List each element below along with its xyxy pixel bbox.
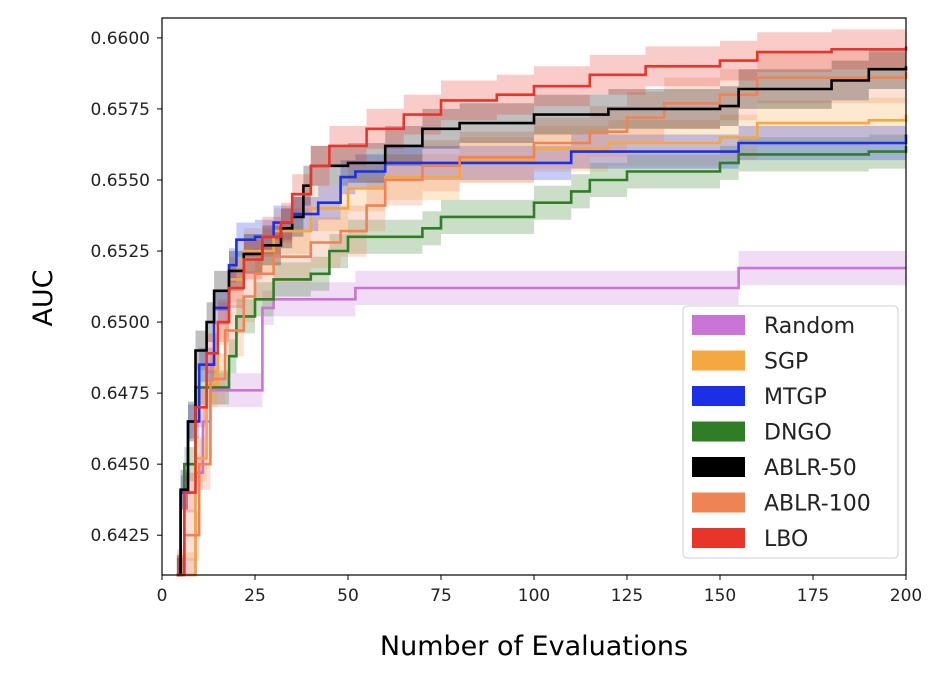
- x-tick-label: 75: [430, 586, 452, 606]
- x-tick-label: 150: [704, 586, 736, 606]
- x-tick-label: 100: [518, 586, 550, 606]
- y-tick-label: 0.6525: [91, 242, 150, 262]
- legend-swatch-sgp: [692, 350, 745, 371]
- x-tick-label: 125: [611, 586, 643, 606]
- legend-swatch-ablr-100: [692, 492, 745, 513]
- y-tick-label: 0.6425: [91, 526, 150, 546]
- series-lines: [176, 46, 908, 577]
- y-axis-ticks: 0.6425 0.6450 0.6475 0.6500 0.6525 0.6550 0.65…: [91, 29, 162, 546]
- y-tick-label: 0.6600: [91, 29, 150, 49]
- band-dngo: [176, 128, 906, 576]
- legend-label-sgp: SGP: [764, 350, 808, 375]
- legend-label-ablr-50: ABLR-50: [764, 456, 857, 481]
- legend-label-random: Random: [764, 314, 855, 339]
- band-ablr-100: [176, 46, 906, 575]
- legend-label-lbo: LBO: [764, 527, 808, 552]
- legend: Random SGP MTGP DNGO ABLR-50 ABLR-100 LBO: [682, 305, 899, 559]
- x-tick-label: 0: [157, 586, 168, 606]
- band-sgp: [176, 91, 906, 576]
- legend-label-mtgp: MTGP: [764, 385, 827, 410]
- line-sgp: [176, 114, 908, 577]
- legend-swatch-ablr-50: [692, 457, 745, 477]
- legend-swatch-dngo: [692, 421, 745, 442]
- legend-swatch-mtgp: [692, 386, 745, 406]
- band-random: [176, 251, 906, 575]
- x-tick-label: 25: [244, 586, 266, 606]
- x-tick-label: 50: [337, 586, 359, 606]
- y-tick-label: 0.6500: [91, 313, 150, 333]
- line-ablr-100: [176, 72, 908, 577]
- x-axis-ticks: 0 25 50 75 100 125 150 175 200: [157, 575, 922, 606]
- x-axis-title: Number of Evaluations: [380, 631, 688, 662]
- x-tick-label: 200: [890, 586, 922, 606]
- y-tick-label: 0.6475: [91, 384, 150, 404]
- legend-swatch-random: [692, 315, 745, 335]
- x-tick-label: 175: [797, 586, 829, 606]
- y-tick-label: 0.6550: [91, 171, 150, 191]
- line-lbo: [176, 46, 908, 577]
- band-ablr-50: [176, 46, 906, 575]
- legend-label-dngo: DNGO: [764, 421, 832, 446]
- y-tick-label: 0.6450: [91, 455, 150, 475]
- line-dngo: [176, 145, 908, 577]
- y-tick-label: 0.6575: [91, 100, 150, 120]
- legend-swatch-lbo: [692, 528, 745, 548]
- y-axis-title: AUC: [28, 269, 59, 326]
- legend-label-ablr-100: ABLR-100: [764, 492, 871, 517]
